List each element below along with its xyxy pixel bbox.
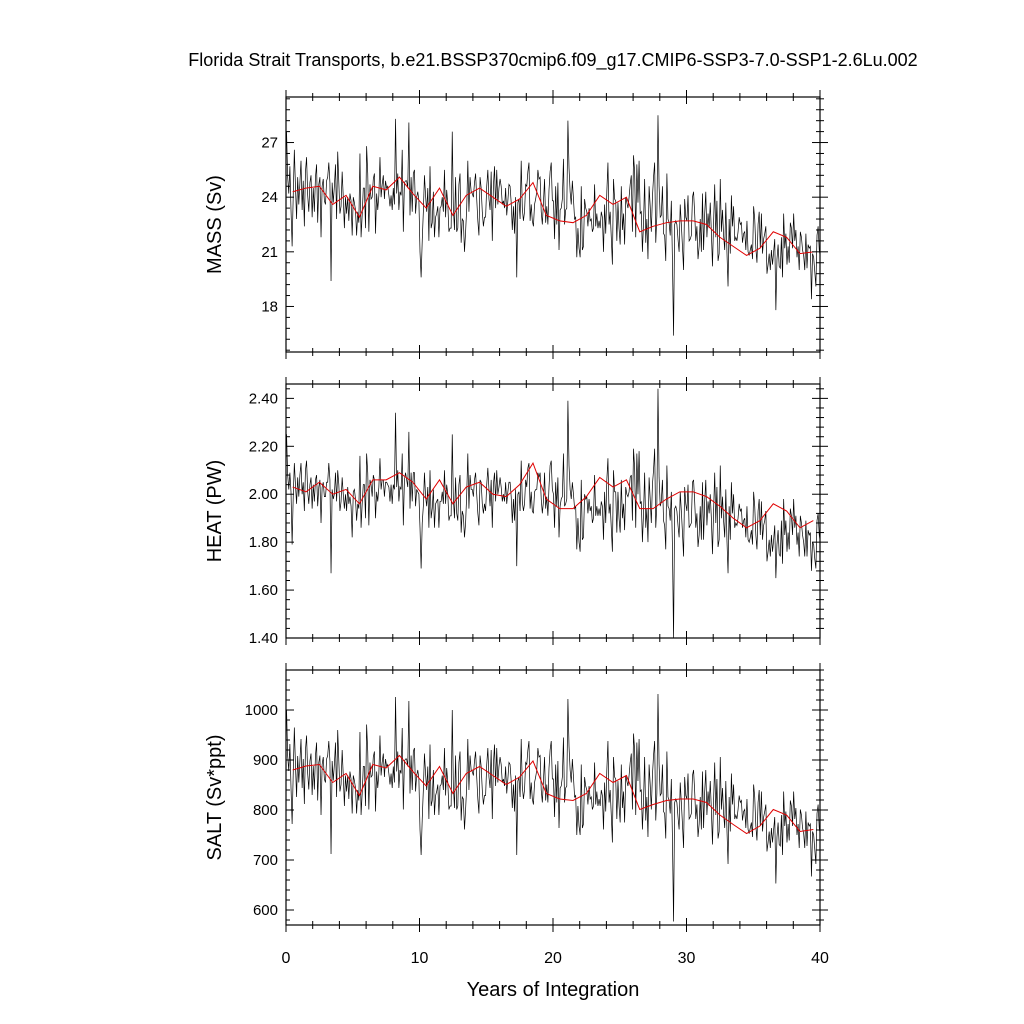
- y-tick-label: 2.40: [249, 390, 278, 407]
- panels: 18 21 24 27 MASS (Sv) 1.40 1.60 1.80 2.00 2.20 2.4…: [204, 90, 829, 967]
- panel-3: 600 700 800 900 1000 SALT (Sv*ppt): [204, 663, 828, 932]
- panel-1: 18 21 24 27 MASS (Sv): [204, 90, 828, 359]
- y-tick-label: 600: [253, 902, 278, 919]
- y-tick-label: 1.60: [249, 582, 278, 599]
- annual-mean-line: [292, 461, 814, 529]
- y-tick-label: 1.80: [249, 534, 278, 551]
- y-axis-title: HEAT (PW): [204, 460, 226, 563]
- y-tick-label: 18: [261, 298, 278, 315]
- y-tick-label: 21: [261, 244, 278, 261]
- panel-2: 1.40 1.60 1.80 2.00 2.20 2.40 HEAT (PW): [204, 377, 828, 647]
- y-axis-title: SALT (Sv*ppt): [204, 735, 226, 861]
- y-tick-label: 900: [253, 752, 278, 769]
- monthly-series-line: [286, 115, 820, 336]
- y-tick-label: 24: [261, 189, 278, 206]
- x-axis-title: Years of Integration: [467, 979, 640, 1001]
- y-axis-title: MASS (Sv): [204, 175, 226, 274]
- panel-frame: [285, 383, 821, 639]
- monthly-series-line: [286, 693, 820, 922]
- y-tick-label: 2.00: [249, 486, 278, 503]
- y-tick-label: 700: [253, 852, 278, 869]
- monthly-series-line: [286, 388, 820, 638]
- annual-mean-line: [292, 176, 814, 257]
- panel-frame: [285, 669, 821, 926]
- annual-mean-line: [292, 754, 814, 835]
- x-tick-label: 30: [678, 950, 696, 967]
- panel-frame: [285, 96, 821, 353]
- x-tick-label: 0: [282, 950, 291, 967]
- chart-title: Florida Strait Transports, b.e21.BSSP370…: [188, 50, 917, 71]
- x-tick-label: 40: [811, 950, 829, 967]
- y-tick-label: 1000: [245, 702, 278, 719]
- y-tick-label: 1.40: [249, 630, 278, 647]
- y-tick-label: 800: [253, 802, 278, 819]
- y-tick-label: 2.20: [249, 438, 278, 455]
- x-tick-label: 10: [411, 950, 429, 967]
- x-tick-label: 20: [544, 950, 562, 967]
- y-tick-label: 27: [261, 135, 278, 152]
